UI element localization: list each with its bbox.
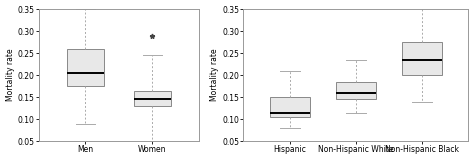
Y-axis label: Mortality rate: Mortality rate (210, 49, 219, 101)
PathPatch shape (336, 82, 376, 99)
PathPatch shape (67, 49, 104, 86)
PathPatch shape (134, 91, 171, 106)
Y-axis label: Mortality rate: Mortality rate (6, 49, 15, 101)
PathPatch shape (402, 42, 442, 75)
PathPatch shape (270, 97, 310, 117)
